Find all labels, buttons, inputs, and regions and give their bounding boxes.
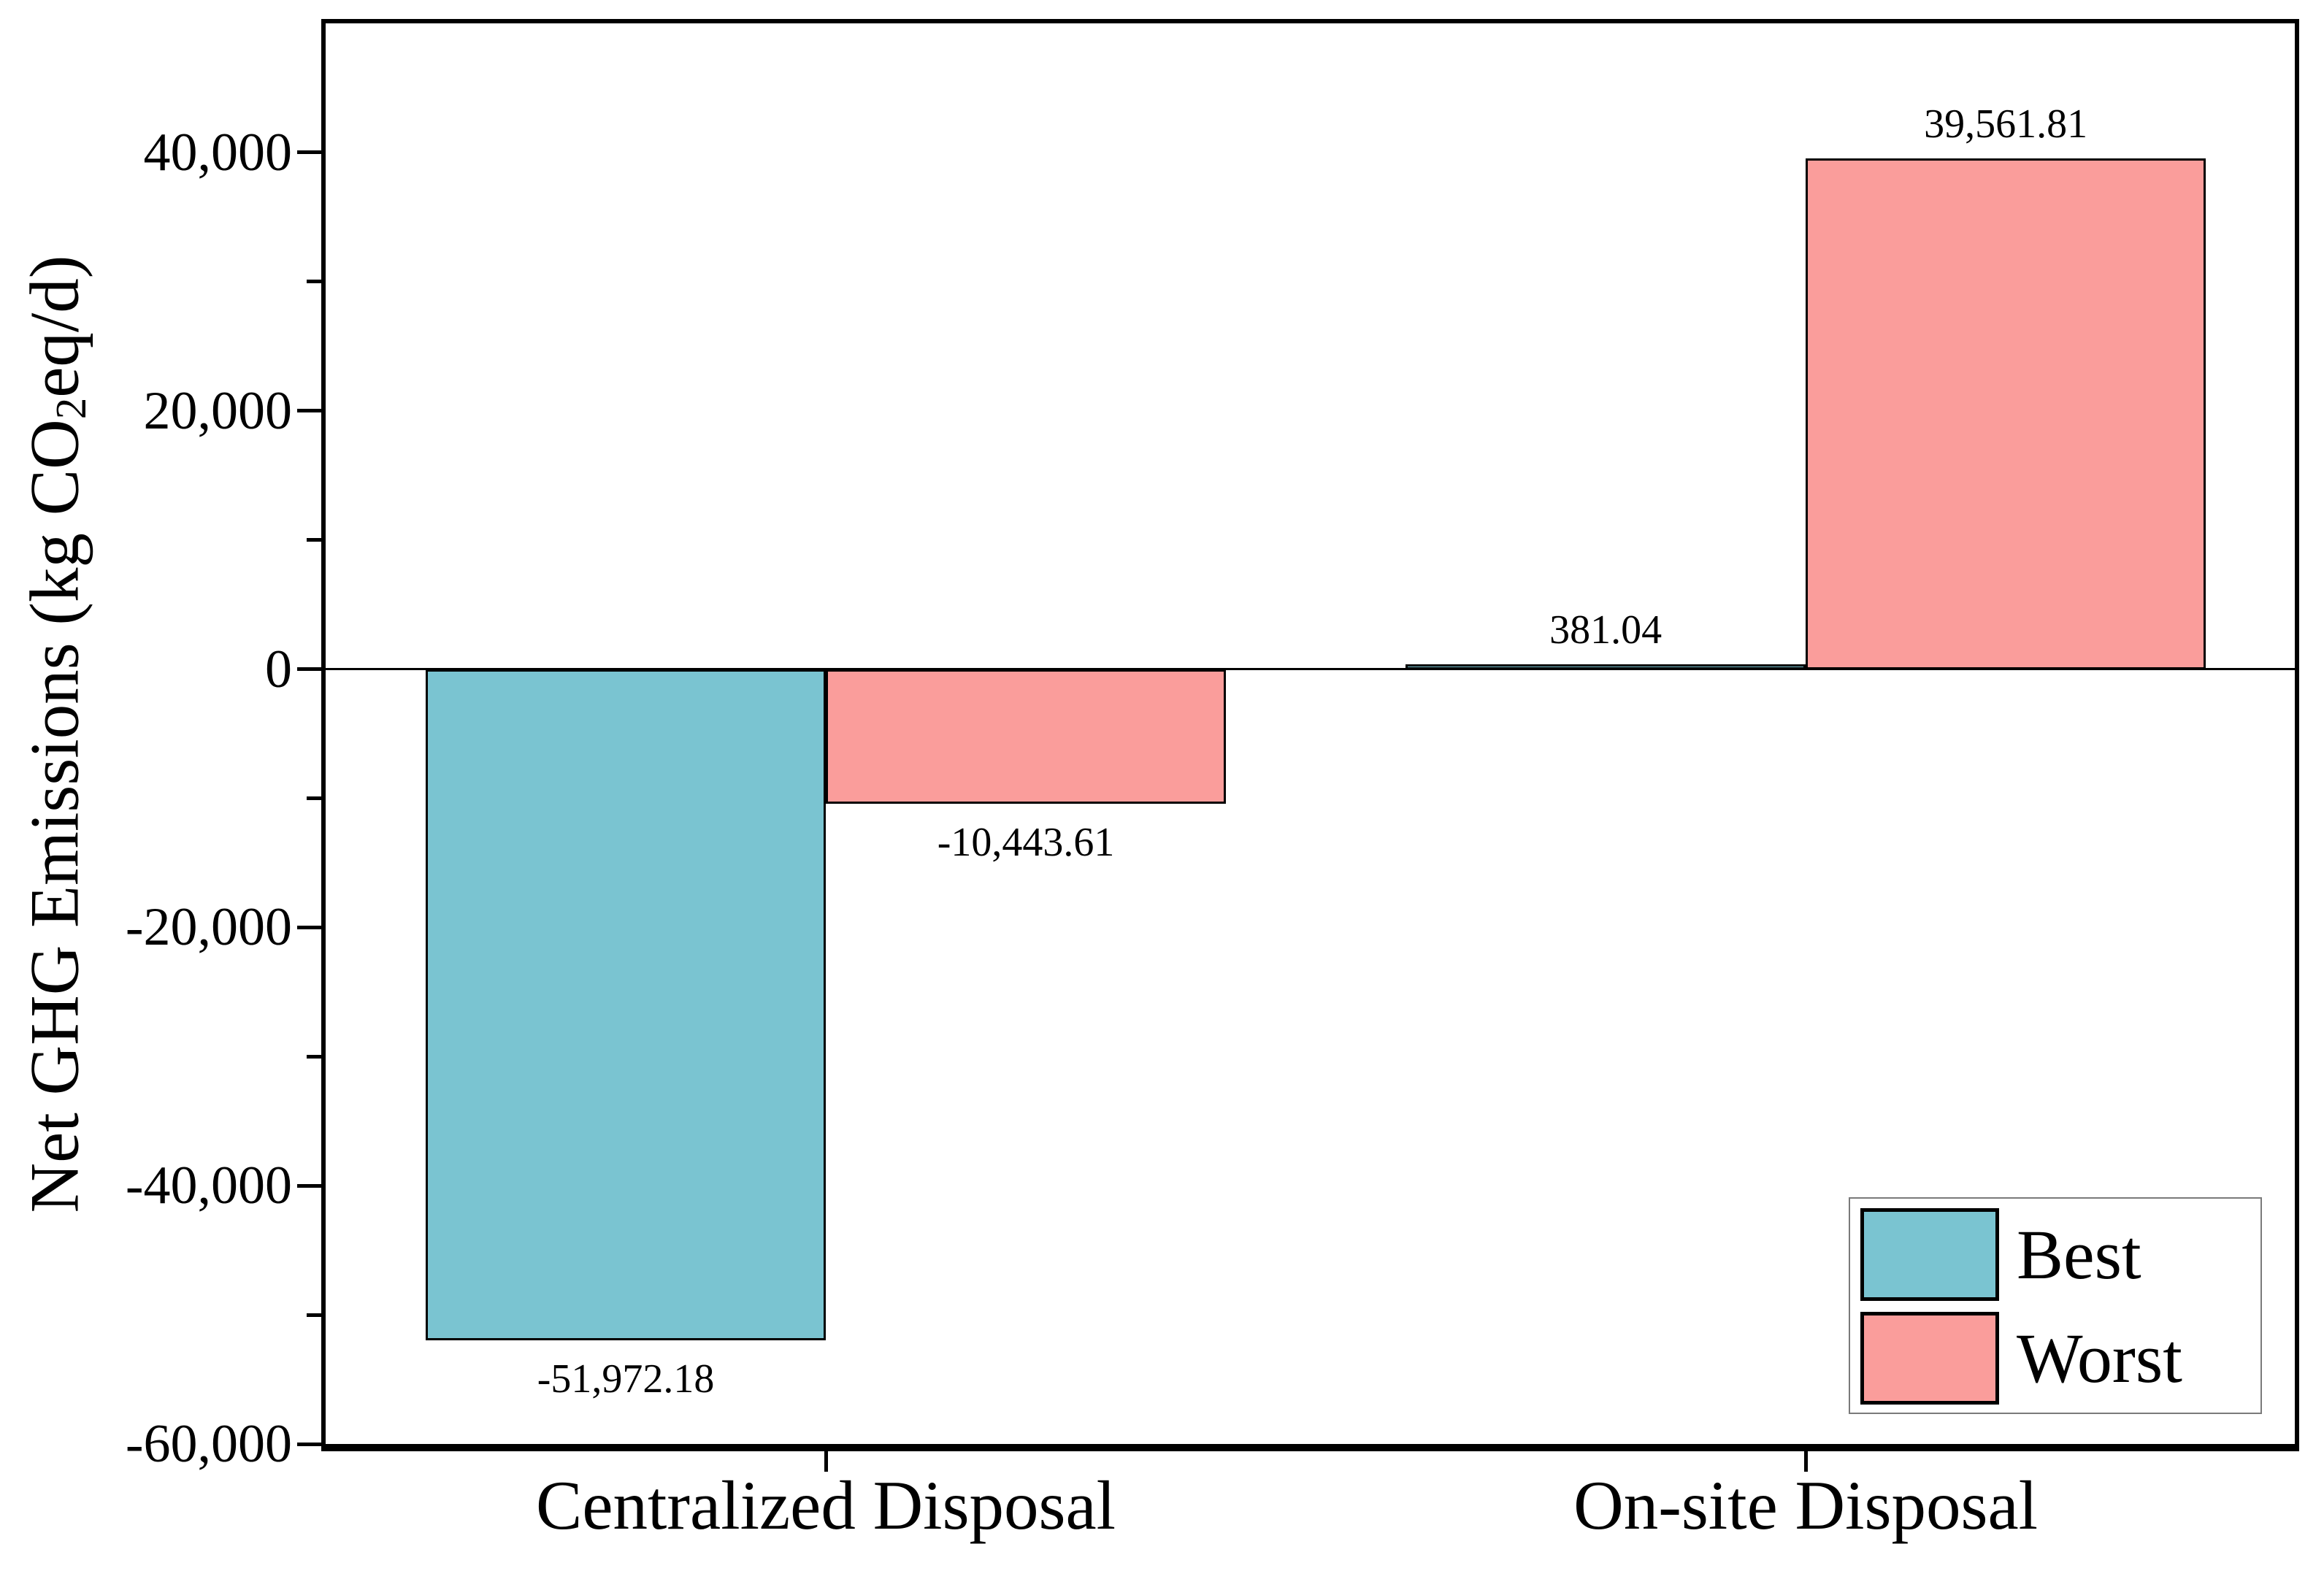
bar-worst-onsite — [1806, 158, 2206, 669]
y-major-tick — [297, 667, 321, 672]
legend-swatch-best — [1860, 1208, 1999, 1301]
y-minor-tick — [307, 1313, 321, 1317]
y-tick-label: -40,000 — [125, 1156, 292, 1216]
legend-entry-best: Best — [1860, 1208, 2260, 1301]
x-category-label: Centralized Disposal — [535, 1467, 1116, 1544]
y-minor-tick — [307, 280, 321, 284]
value-label: -51,972.18 — [537, 1356, 715, 1402]
y-tick-label: 40,000 — [143, 122, 293, 183]
y-major-tick — [297, 1442, 321, 1446]
y-tick-label: -20,000 — [125, 897, 292, 958]
legend-label: Worst — [2017, 1319, 2182, 1397]
x-category-label: On-site Disposal — [1573, 1467, 2039, 1544]
y-axis-title-text: Net GHG Emissions (kg CO — [15, 419, 93, 1213]
x-category-tick — [824, 1451, 828, 1472]
y-major-tick — [297, 1183, 321, 1188]
y-axis-title: Net GHG Emissions (kg CO2eq/d) — [13, 24, 97, 1445]
legend-swatch-worst — [1860, 1312, 1999, 1405]
bar-best-centralized — [426, 669, 827, 1340]
y-tick-label: -60,000 — [125, 1414, 292, 1474]
y-major-tick — [297, 925, 321, 929]
plot-frame — [321, 19, 2299, 1451]
value-label: 381.04 — [1549, 607, 1663, 653]
x-category-tick — [1803, 1451, 1808, 1472]
y-major-tick — [297, 409, 321, 413]
legend: Best Worst — [1849, 1197, 2262, 1414]
bar-best-onsite — [1405, 664, 1806, 669]
y-major-tick — [297, 150, 321, 155]
legend-label: Best — [2017, 1215, 2141, 1294]
legend-entry-worst: Worst — [1860, 1312, 2260, 1405]
y-axis-title-text: eq/d) — [15, 255, 93, 398]
y-minor-tick — [307, 1054, 321, 1059]
bar-worst-centralized — [826, 669, 1227, 804]
y-tick-label: 0 — [265, 639, 292, 699]
zero-baseline — [326, 668, 2295, 671]
y-tick-label: 20,000 — [143, 380, 293, 441]
value-label: -10,443.61 — [937, 820, 1115, 866]
value-label: 39,561.81 — [1924, 101, 2088, 147]
y-minor-tick — [307, 538, 321, 542]
y-minor-tick — [307, 796, 321, 800]
